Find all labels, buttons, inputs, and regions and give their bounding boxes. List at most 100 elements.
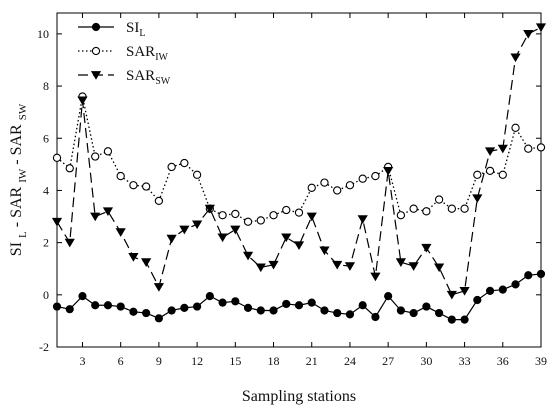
data-point-sar-sw xyxy=(64,238,75,248)
legend-label-sar-sw: SARSW xyxy=(126,68,171,87)
data-point-sar-iw xyxy=(345,181,355,190)
data-point-si-l xyxy=(396,306,405,315)
data-point-sar-iw xyxy=(192,170,202,179)
data-point-si-l xyxy=(154,314,163,323)
data-point-si-l xyxy=(524,271,533,280)
data-point-sar-iw xyxy=(142,182,151,191)
data-point-sar-iw xyxy=(154,196,164,206)
data-point-sar-iw xyxy=(256,216,265,225)
x-tick-label: 3 xyxy=(79,354,85,368)
data-point-sar-iw xyxy=(434,195,444,204)
legend-label-main-sar-sw: SAR xyxy=(126,68,155,84)
data-point-si-l xyxy=(282,299,291,309)
data-point-si-l xyxy=(460,315,469,324)
data-point-sar-iw xyxy=(167,162,176,172)
data-point-sar-sw xyxy=(153,283,164,292)
data-point-sar-sw xyxy=(102,207,114,217)
data-point-sar-sw xyxy=(408,262,419,271)
legend-item-sar-iw: SARIW xyxy=(78,44,169,63)
legend-label-sub-sar-sw: SW xyxy=(155,76,171,87)
data-point-sar-iw xyxy=(282,205,291,215)
x-tick-label: 12 xyxy=(191,354,203,368)
data-point-sar-sw xyxy=(434,263,445,273)
legend-marker-si-l xyxy=(91,22,101,32)
data-point-si-l xyxy=(243,303,253,312)
data-point-si-l xyxy=(447,315,456,324)
x-tick-label: 6 xyxy=(118,354,124,368)
data-point-sar-sw xyxy=(383,166,394,176)
x-tick-label: 30 xyxy=(420,354,432,368)
data-point-si-l xyxy=(65,305,74,314)
data-point-sar-sw xyxy=(192,220,203,230)
y-axis-title-si: SI xyxy=(8,242,25,256)
data-point-sar-sw xyxy=(484,147,496,157)
y-tick-label: 8 xyxy=(43,79,49,93)
legend-label-main-sar-iw: SAR xyxy=(126,44,155,60)
y-axis-title-si-subscript: L xyxy=(17,231,29,238)
data-point-si-l xyxy=(91,301,100,310)
data-point-si-l xyxy=(536,269,546,279)
data-point-sar-sw xyxy=(242,251,254,261)
data-point-sar-sw xyxy=(344,262,356,271)
x-tick-label: 33 xyxy=(459,354,471,368)
data-point-sar-sw xyxy=(179,225,190,235)
data-point-sar-iw xyxy=(333,186,342,195)
data-point-si-l xyxy=(103,301,113,310)
data-point-sar-iw xyxy=(307,183,316,192)
x-tick-label: 27 xyxy=(382,354,394,368)
data-point-sar-iw xyxy=(231,209,240,219)
series-layer xyxy=(51,23,547,324)
legend-item-si-l: SIL xyxy=(78,20,145,39)
data-point-sar-sw xyxy=(141,258,152,267)
data-point-sar-iw xyxy=(473,170,482,179)
data-point-sar-iw xyxy=(511,123,520,132)
data-point-sar-sw xyxy=(421,243,432,253)
data-point-sar-iw xyxy=(498,170,507,179)
data-point-sar-sw xyxy=(459,286,470,296)
data-point-sar-iw xyxy=(52,153,62,162)
legend-label-sub-sar-iw: IW xyxy=(155,52,168,63)
data-point-sar-iw xyxy=(269,211,278,220)
data-point-sar-iw xyxy=(91,152,100,161)
data-point-si-l xyxy=(371,312,380,322)
data-point-si-l xyxy=(333,308,342,318)
data-point-sar-iw xyxy=(447,204,456,213)
data-point-sar-sw xyxy=(446,290,457,300)
data-point-sar-iw xyxy=(129,181,138,190)
data-point-sar-sw xyxy=(472,194,483,204)
data-point-sar-sw xyxy=(77,96,88,106)
data-point-sar-iw xyxy=(422,207,431,216)
data-point-sar-sw xyxy=(370,272,381,282)
data-point-sar-iw xyxy=(396,211,406,220)
data-point-si-l xyxy=(294,301,304,310)
data-point-sar-iw xyxy=(358,174,367,183)
data-point-sar-sw xyxy=(306,212,317,222)
data-point-si-l xyxy=(511,280,520,289)
data-point-sar-iw xyxy=(180,158,189,168)
data-point-sar-sw xyxy=(255,263,266,273)
legend-marker-sar-iw xyxy=(91,46,101,56)
x-tick-label: 36 xyxy=(497,354,509,368)
data-point-si-l xyxy=(358,301,367,310)
data-point-si-l xyxy=(142,308,151,318)
data-point-sar-iw xyxy=(116,171,125,181)
data-point-sar-sw xyxy=(357,215,368,224)
data-point-sar-iw xyxy=(320,178,329,187)
data-point-sar-iw xyxy=(218,211,227,220)
data-point-si-l xyxy=(435,308,444,318)
data-point-si-l xyxy=(180,303,189,312)
x-tick-label: 18 xyxy=(268,354,280,368)
data-point-sar-sw xyxy=(319,246,330,256)
data-point-si-l xyxy=(218,298,227,307)
data-point-sar-iw xyxy=(371,171,380,181)
y-tick-label: 4 xyxy=(43,183,49,197)
data-point-sar-iw xyxy=(294,208,304,217)
series-si-l xyxy=(52,269,546,324)
data-point-sar-sw xyxy=(395,258,406,267)
y-axis-title-iw-subscript: IW xyxy=(17,168,29,183)
y-axis-title-sar-iw-prefix: - SAR xyxy=(8,186,25,227)
data-point-si-l xyxy=(231,297,240,306)
